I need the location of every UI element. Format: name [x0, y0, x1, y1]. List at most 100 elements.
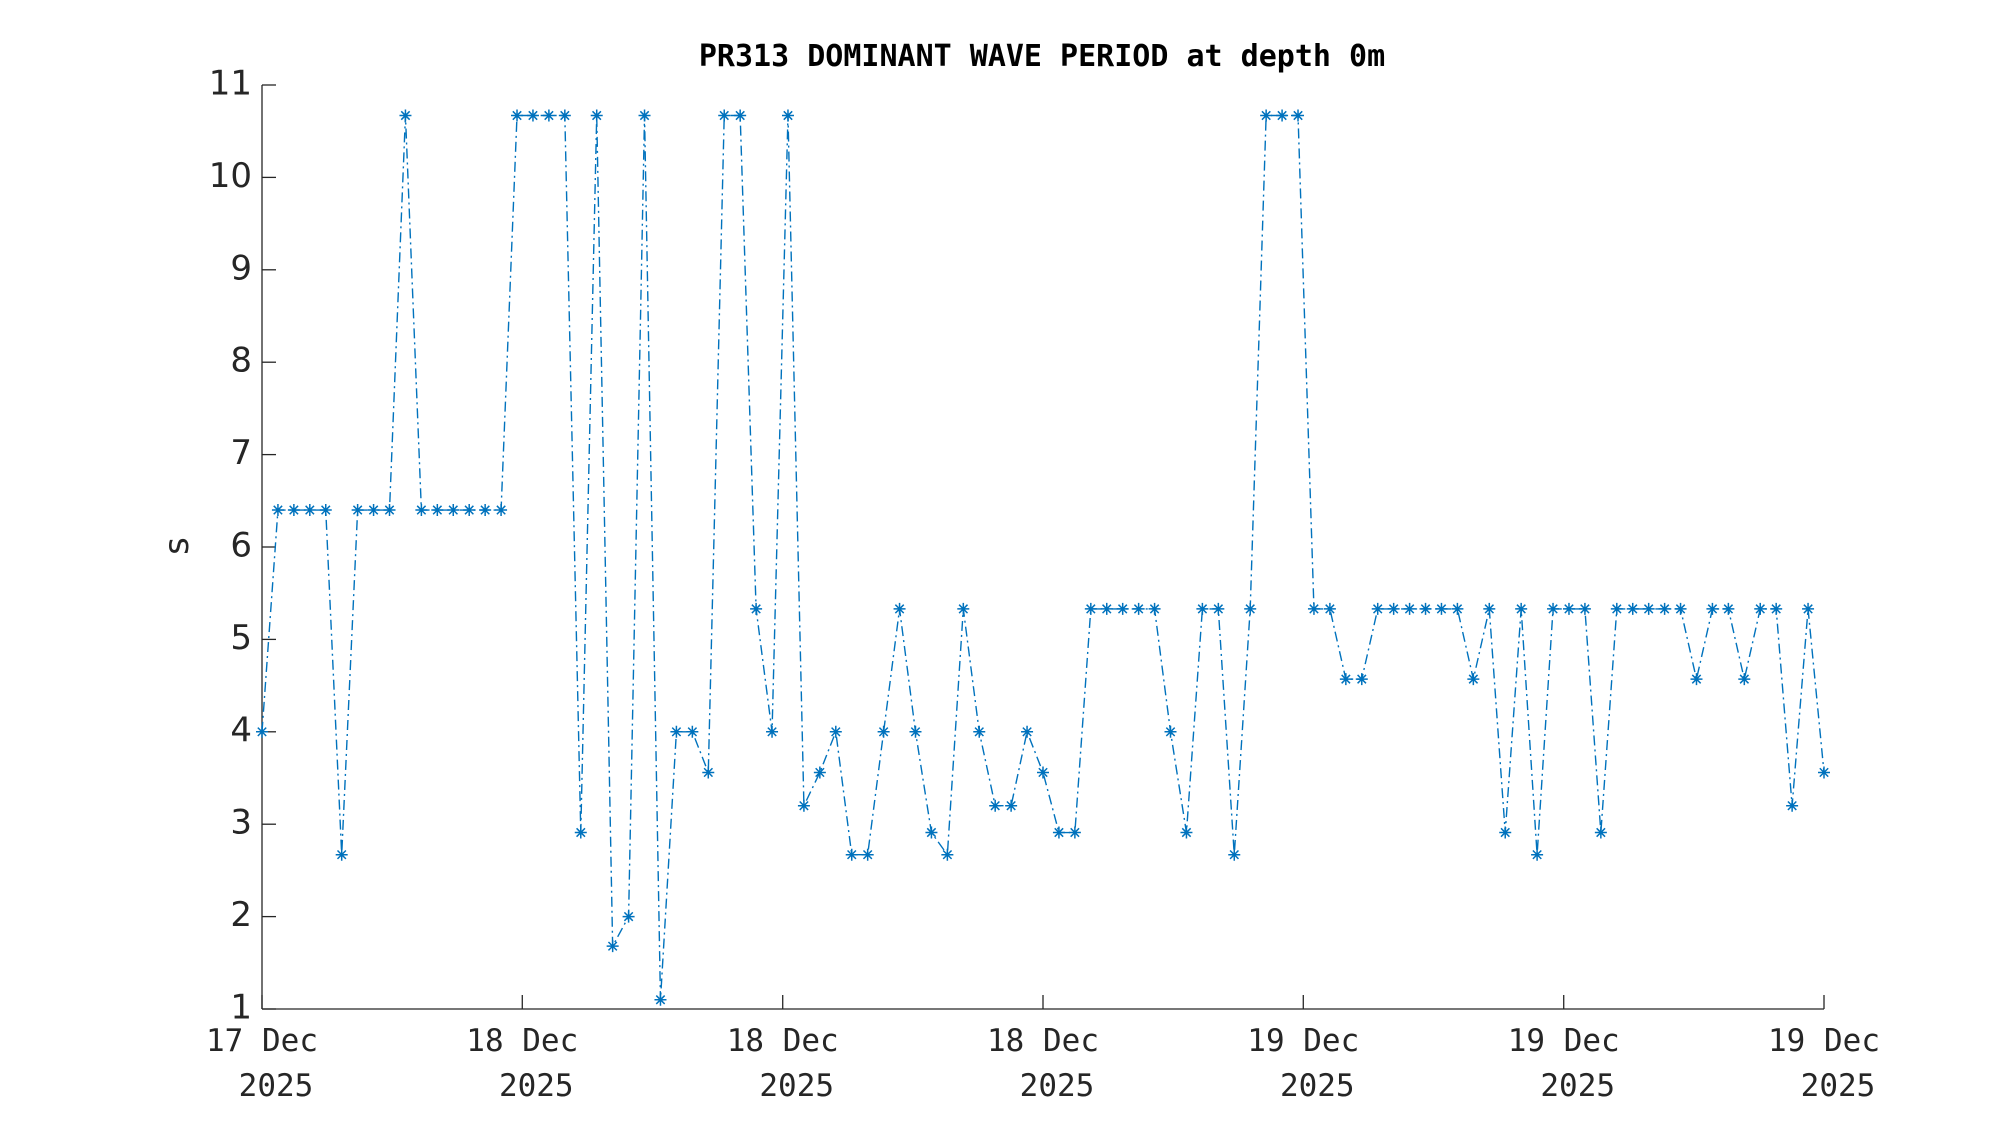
x-tick-label: 18 Dec 2025	[466, 1023, 578, 1104]
data-point	[1037, 766, 1049, 779]
data-point	[1786, 799, 1799, 812]
data-point	[686, 725, 699, 738]
data-point	[1515, 602, 1528, 615]
data-point	[893, 602, 906, 615]
x-tick-label-line: 18 Dec	[727, 1023, 839, 1059]
y-tick-label: 5	[230, 618, 252, 658]
data-point	[1323, 602, 1336, 615]
data-point	[1690, 673, 1703, 686]
data-point	[1483, 602, 1496, 615]
x-tick-label: 19 Dec 2025	[1768, 1023, 1880, 1104]
data-point	[1818, 766, 1830, 779]
x-tick-label: 17 Dec 2025	[206, 1023, 318, 1104]
data-point	[1802, 602, 1815, 615]
data-point	[1467, 673, 1480, 686]
x-tick-label-line: 19 Dec	[1508, 1023, 1620, 1059]
data-point	[1578, 602, 1591, 615]
x-tick-label-line: 18 Dec	[987, 1023, 1099, 1059]
data-point	[1212, 602, 1225, 615]
data-point	[718, 109, 731, 122]
data-point	[1339, 673, 1352, 686]
x-tick-label: 19 Dec 2025	[1508, 1023, 1620, 1104]
data-point	[1419, 602, 1432, 615]
data-point	[766, 725, 779, 738]
data-point	[479, 504, 492, 517]
data-point	[861, 848, 874, 861]
y-tick-label: 2	[230, 895, 252, 935]
data-point	[1499, 826, 1512, 839]
x-tick-label-line: 2025	[239, 1068, 314, 1104]
data-point	[909, 725, 922, 738]
data-point	[1355, 673, 1368, 686]
y-tick-label: 4	[230, 710, 252, 750]
data-point	[973, 725, 986, 738]
x-tick-label-line: 2025	[1020, 1068, 1095, 1104]
data-point	[1403, 602, 1416, 615]
chart-title: PR313 DOMINANT WAVE PERIOD at depth 0m	[699, 39, 1385, 74]
data-point	[989, 799, 1002, 812]
data-point	[495, 504, 508, 517]
data-point	[319, 504, 332, 517]
data-point	[1658, 602, 1671, 615]
data-point	[670, 725, 683, 738]
data-point	[1371, 602, 1384, 615]
data-point	[399, 109, 412, 122]
y-tick-label: 1	[230, 988, 252, 1028]
data-point	[383, 504, 396, 517]
x-tick-label-line: 17 Dec	[206, 1023, 318, 1059]
data-point	[1164, 725, 1177, 738]
data-point	[734, 109, 747, 122]
data-point	[463, 504, 476, 517]
data-point	[1674, 602, 1687, 615]
data-point	[287, 504, 300, 517]
data-point	[1435, 602, 1448, 615]
data-point	[797, 799, 810, 812]
x-tick-label-line: 2025	[499, 1068, 574, 1104]
data-point	[1626, 602, 1639, 615]
data-point	[1084, 602, 1097, 615]
data-point	[1292, 109, 1305, 122]
data-point	[511, 109, 524, 122]
data-point	[1754, 602, 1767, 615]
data-point	[367, 504, 380, 517]
data-point	[431, 504, 444, 517]
data-point	[702, 766, 715, 779]
data-point	[558, 109, 571, 122]
data-point	[1180, 826, 1193, 839]
data-point	[1196, 602, 1209, 615]
data-point	[1260, 109, 1273, 122]
x-tick-label-line: 2025	[1280, 1068, 1355, 1104]
data-point	[1307, 602, 1320, 615]
data-point	[829, 725, 842, 738]
x-tick-label-line: 19 Dec	[1768, 1023, 1880, 1059]
data-point	[1706, 602, 1719, 615]
data-point	[750, 602, 763, 615]
y-tick-label: 9	[230, 248, 252, 288]
y-tick-label: 3	[230, 803, 252, 843]
y-tick-label: 10	[209, 156, 252, 196]
data-point	[1738, 673, 1751, 686]
data-point	[638, 109, 651, 122]
data-point	[1610, 602, 1623, 615]
data-point	[256, 725, 268, 738]
x-tick-label-line: 2025	[1540, 1068, 1615, 1104]
data-point	[1244, 602, 1257, 615]
x-tick-label-line: 18 Dec	[466, 1023, 578, 1059]
x-tick-label: 18 Dec 2025	[727, 1023, 839, 1104]
y-tick-label: 7	[230, 433, 252, 473]
data-point	[781, 109, 794, 122]
data-point	[1770, 602, 1783, 615]
data-point	[335, 848, 348, 861]
data-point	[271, 504, 284, 517]
data-point	[622, 910, 635, 923]
data-point	[1722, 602, 1735, 615]
data-point	[1387, 602, 1400, 615]
data-point	[1021, 725, 1034, 738]
data-point	[925, 826, 938, 839]
x-tick-label-line: 2025	[1801, 1068, 1876, 1104]
data-point	[654, 993, 667, 1006]
data-point	[877, 725, 890, 738]
data-point	[1642, 602, 1655, 615]
